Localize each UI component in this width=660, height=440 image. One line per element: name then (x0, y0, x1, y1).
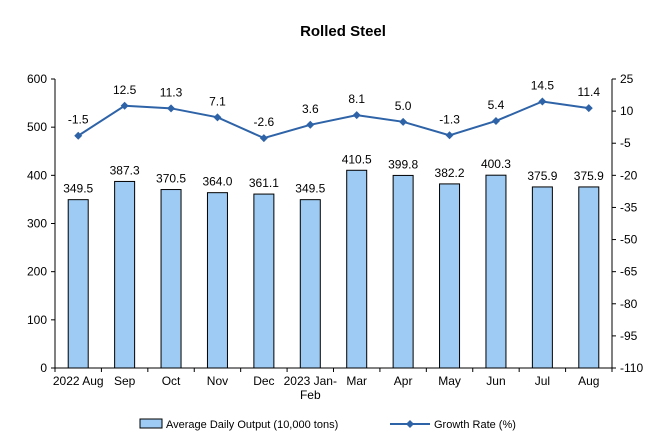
legend-label-bar: Average Daily Output (10,000 tons) (166, 419, 338, 431)
bar-data-label: 410.5 (342, 152, 372, 166)
line-point (259, 134, 268, 143)
x-tick-label: Oct (162, 374, 181, 388)
y-tick-label-right: -65 (620, 265, 638, 279)
x-tick-label: Apr (394, 374, 413, 388)
bar (67, 199, 89, 369)
y-tick-label-right: -95 (620, 329, 638, 343)
line-data-label: 12.5 (113, 83, 137, 97)
bar-data-label: 400.3 (481, 157, 511, 171)
line-point (352, 111, 361, 120)
line-data-label: 3.6 (302, 102, 319, 116)
x-tick-label: 2023 Jan-Feb (284, 374, 337, 402)
y-tick-label-right: -20 (620, 168, 638, 182)
bar-data-label: 349.5 (295, 182, 325, 196)
bar (392, 174, 414, 369)
line-data-label: 11.3 (160, 85, 183, 99)
x-tick-label: Aug (578, 374, 599, 388)
legend-swatch-bar (139, 418, 163, 429)
x-tick-label: Sep (114, 374, 136, 388)
y-tick-label-left: 400 (27, 168, 47, 182)
line-data-label: 5.4 (488, 98, 505, 112)
bar-data-label: 387.3 (110, 163, 140, 177)
bar (578, 186, 600, 369)
y-tick-label-right: -110 (620, 361, 643, 375)
x-tick-label: Jun (486, 374, 505, 388)
bar (160, 189, 182, 369)
legend: Average Daily Output (10,000 tons) Growth… (139, 418, 516, 431)
x-tick-label: Nov (207, 374, 228, 388)
line-data-label: 14.5 (531, 78, 555, 92)
line-point (213, 113, 222, 122)
y-tick-label-left: 100 (27, 313, 47, 327)
y-tick-label-left: 300 (27, 217, 47, 231)
x-tick-label: May (438, 374, 461, 388)
line-point (74, 131, 83, 140)
legend-swatch-marker (406, 420, 414, 428)
x-tick-label: 2022 Aug (53, 374, 104, 388)
bar-data-label: 375.9 (574, 169, 604, 183)
bar-data-label: 370.5 (156, 172, 186, 186)
chart-title: Rolled Steel (300, 23, 386, 40)
bar-data-label: 375.9 (527, 169, 557, 183)
y-tick-label-right: -35 (620, 200, 638, 214)
line-point (445, 131, 454, 140)
bar-data-label: 361.1 (249, 176, 279, 190)
bar (253, 193, 275, 369)
y-tick-label-right: 25 (620, 72, 634, 86)
y-tick-label-right: -80 (620, 297, 638, 311)
line-data-label: -2.6 (254, 115, 275, 129)
growth-rate-line (77, 100, 589, 140)
line-point (120, 101, 129, 110)
legend-label-line: Growth Rate (%) (434, 419, 516, 431)
line-data-label: 8.1 (348, 92, 365, 106)
y-tick-label-left: 200 (27, 265, 47, 279)
x-tick-label: Dec (253, 374, 274, 388)
y-tick-label-right: -50 (620, 233, 638, 247)
bar-data-label: 399.8 (388, 157, 418, 171)
line-point (167, 104, 176, 113)
y-tick-label-left: 500 (27, 120, 47, 134)
line-data-label: 5.0 (395, 99, 412, 113)
line-point (491, 116, 500, 125)
x-tick-label: Mar (346, 374, 367, 388)
y-tick-label-left: 0 (40, 361, 47, 375)
line-data-label: 11.4 (578, 85, 601, 99)
bar (206, 192, 228, 369)
x-tick-label: Jul (535, 374, 550, 388)
bar-data-label: 349.5 (63, 182, 93, 196)
line-data-label: -1.3 (439, 112, 460, 126)
bar (299, 199, 321, 369)
y-tick-label-left: 600 (27, 72, 47, 86)
plot-area: 0 100 200 300 400 500 600 25 10 -5 -20 -35 -50 -65 -80… (27, 72, 643, 402)
y-tick-label-right: -5 (620, 136, 631, 150)
line-data-label: 7.1 (209, 94, 226, 108)
y-tick-label-right: 10 (620, 104, 634, 118)
bar (439, 183, 461, 369)
bar (346, 169, 368, 369)
line-data-label: -1.5 (68, 113, 89, 127)
bar-data-label: 364.0 (202, 175, 232, 189)
line-point (306, 120, 315, 129)
bar (485, 174, 507, 369)
line-point (538, 97, 547, 106)
line-point (399, 117, 408, 126)
bar (114, 180, 136, 369)
bar-data-label: 382.2 (435, 166, 465, 180)
line-point (584, 104, 593, 113)
bar (531, 186, 553, 369)
